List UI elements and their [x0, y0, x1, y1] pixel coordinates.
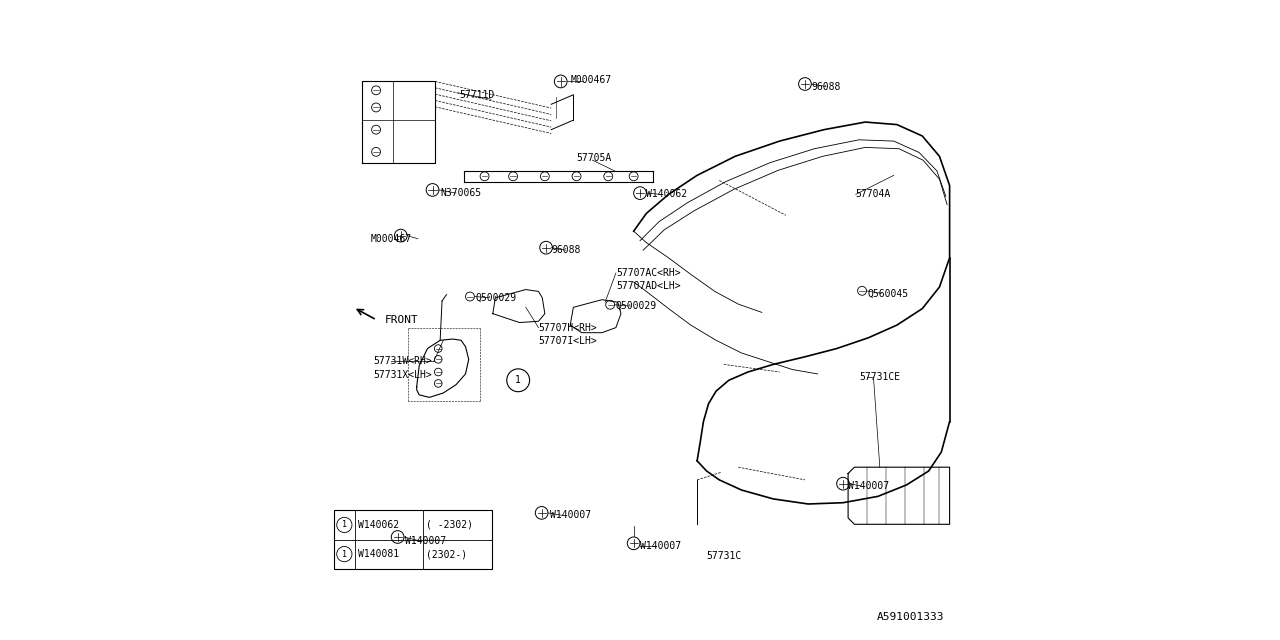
Text: W140007: W140007	[550, 511, 591, 520]
Text: W140062: W140062	[646, 189, 687, 200]
Text: 57731X<LH>: 57731X<LH>	[374, 369, 433, 380]
Text: 96088: 96088	[812, 81, 841, 92]
Text: Q560045: Q560045	[867, 289, 909, 298]
Text: 57711D: 57711D	[460, 90, 494, 100]
Text: Q500029: Q500029	[475, 292, 516, 303]
Text: M000467: M000467	[370, 234, 411, 244]
Text: 1: 1	[342, 550, 347, 559]
Text: 57705A: 57705A	[576, 153, 612, 163]
Text: N370065: N370065	[440, 188, 481, 198]
Text: A591001333: A591001333	[877, 612, 945, 622]
Text: 96088: 96088	[552, 245, 581, 255]
Text: W140007: W140007	[849, 481, 890, 492]
Text: FRONT: FRONT	[385, 315, 419, 325]
Text: M000467: M000467	[570, 75, 612, 85]
Text: 57707H<RH>: 57707H<RH>	[539, 323, 598, 333]
Text: W140081: W140081	[357, 549, 399, 559]
Text: W140007: W140007	[406, 536, 447, 546]
Text: 57707AD<LH>: 57707AD<LH>	[616, 282, 681, 291]
Text: 57731CE: 57731CE	[859, 372, 900, 382]
Text: Q500029: Q500029	[616, 301, 657, 311]
Bar	[334, 510, 492, 569]
Text: ( -2302): ( -2302)	[426, 520, 474, 530]
Text: 1: 1	[342, 520, 347, 529]
Text: 57707AC<RH>: 57707AC<RH>	[616, 268, 681, 278]
Text: 57704A: 57704A	[856, 189, 891, 200]
Text: (2302-): (2302-)	[426, 549, 467, 559]
Text: 57731W<RH>: 57731W<RH>	[374, 356, 433, 366]
Text: 57731C: 57731C	[707, 551, 742, 561]
Text: 57707I<LH>: 57707I<LH>	[539, 336, 598, 346]
Text: 1: 1	[516, 375, 521, 385]
Text: W140062: W140062	[357, 520, 399, 530]
Text: W140007: W140007	[640, 541, 681, 552]
